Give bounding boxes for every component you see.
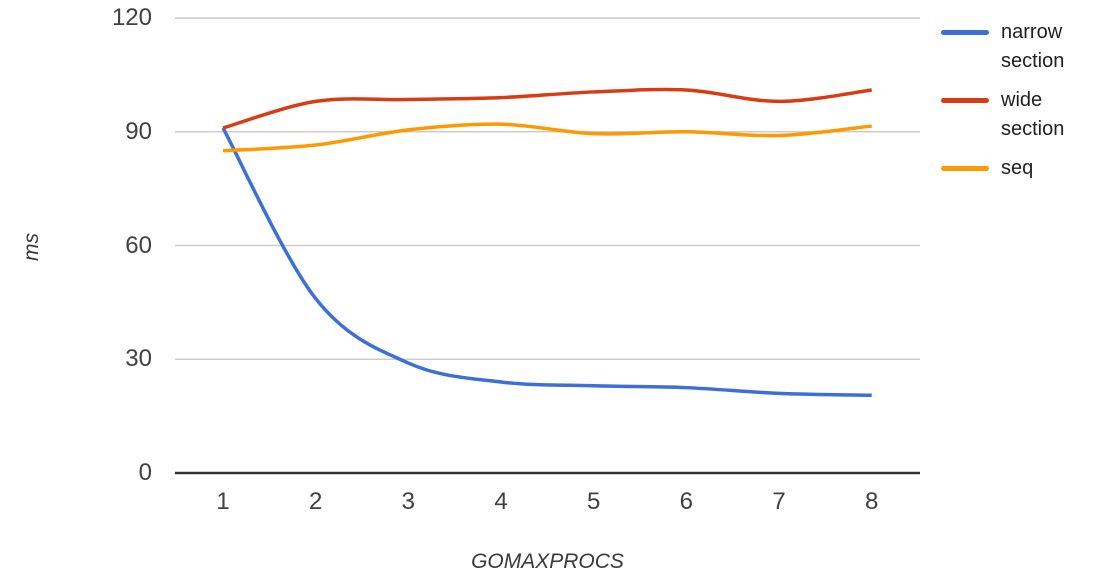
legend-item-seq: seq xyxy=(941,154,1091,183)
legend-swatch xyxy=(941,166,989,171)
y-tick-label: 90 xyxy=(125,117,152,145)
legend-label: narrow section xyxy=(1001,21,1065,72)
series-line-wide-section xyxy=(222,87,872,130)
x-tick-label: 1 xyxy=(216,488,230,515)
x-tick-label: 8 xyxy=(865,488,879,515)
x-tick-label: 2 xyxy=(308,488,323,515)
y-tick-label: 60 xyxy=(125,231,152,259)
series-line-seq xyxy=(222,122,872,153)
x-tick-label: 6 xyxy=(679,488,694,515)
x-tick-label: 7 xyxy=(772,488,786,515)
legend: narrow section wide section seq xyxy=(941,18,1091,193)
x-tick-label: 3 xyxy=(401,488,415,515)
y-tick-label: 30 xyxy=(125,345,152,373)
series-line-narrow-section xyxy=(221,127,872,398)
legend-label: seq xyxy=(1001,157,1034,179)
x-axis-title: GOMAXPROCS xyxy=(471,550,624,573)
x-tick-label: 5 xyxy=(586,488,601,515)
y-tick-label: 120 xyxy=(111,4,152,31)
x-tick-label: 4 xyxy=(494,488,508,515)
y-tick-label: 0 xyxy=(138,459,152,486)
legend-label: wide section xyxy=(1001,89,1065,140)
legend-item-narrow-section: narrow section xyxy=(941,18,1091,76)
legend-swatch xyxy=(941,30,989,35)
legend-swatch xyxy=(941,98,989,103)
legend-item-wide-section: wide section xyxy=(941,86,1091,144)
